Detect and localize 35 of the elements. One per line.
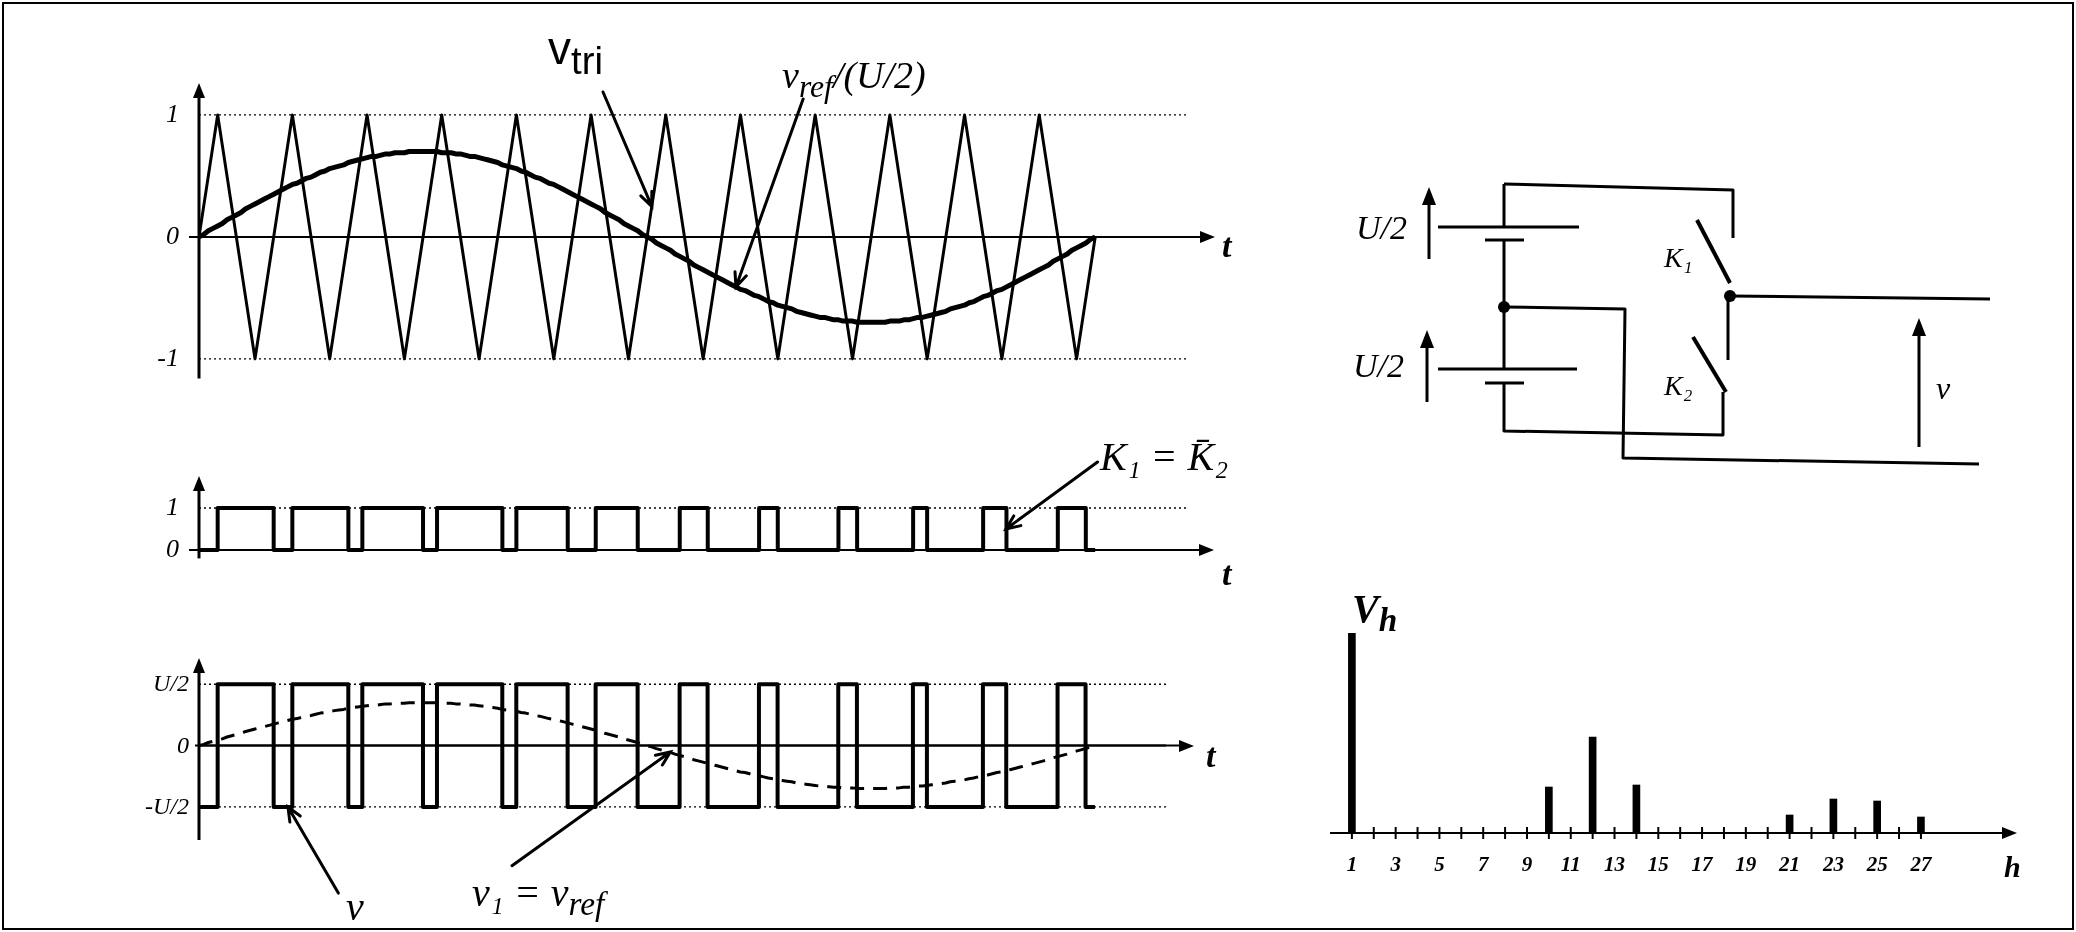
x-tick-label: 17 [1691,852,1715,877]
text: K₁ = K̄₂ [1100,434,1229,480]
x-tick-label: 13 [1604,852,1626,877]
text: K₂ [1664,370,1693,403]
x-tick-label: 11 [1560,852,1581,877]
text: v$_{tri}$ [548,22,603,84]
x-tick-label: 9 [1521,852,1533,877]
text: U/2 [1353,346,1404,386]
x-tick-label: 15 [1647,852,1669,877]
ref-line-label: -U/2 [145,793,189,821]
text: U/2 [1356,208,1407,248]
x-tick-label: 7 [1477,852,1490,877]
annotation: v$_{ref}$/(U/2) [782,54,926,106]
x-tick-label: 25 [1865,852,1888,877]
x-axis-title: h [2004,850,2021,885]
text: v [1936,370,1951,407]
x-tick-label: 5 [1434,852,1445,877]
y-tick-label: 1 [166,98,179,128]
x-tick-label: 19 [1735,852,1757,877]
y-axis-title: V$_{h}$ [1352,586,1398,640]
text: K₁ [1664,242,1693,275]
x-tick-label: 1 [1346,852,1358,877]
y-tick-label: 0 [166,220,179,250]
x-axis-title: t [1222,226,1232,266]
x-axis-title: t [1222,554,1232,594]
x-tick-label: 3 [1389,852,1401,877]
y-tick-label: 0 [166,533,179,563]
x-axis-title: t [1206,736,1216,776]
x-tick-label: 23 [1821,852,1844,877]
text: v [346,884,364,930]
ref-line-label: U/2 [153,670,189,699]
y-tick-label: -1 [157,342,179,372]
x-tick-label: 21 [1778,852,1801,877]
x-tick-label: 27 [1909,852,1933,877]
y-tick-label: 1 [166,491,179,521]
